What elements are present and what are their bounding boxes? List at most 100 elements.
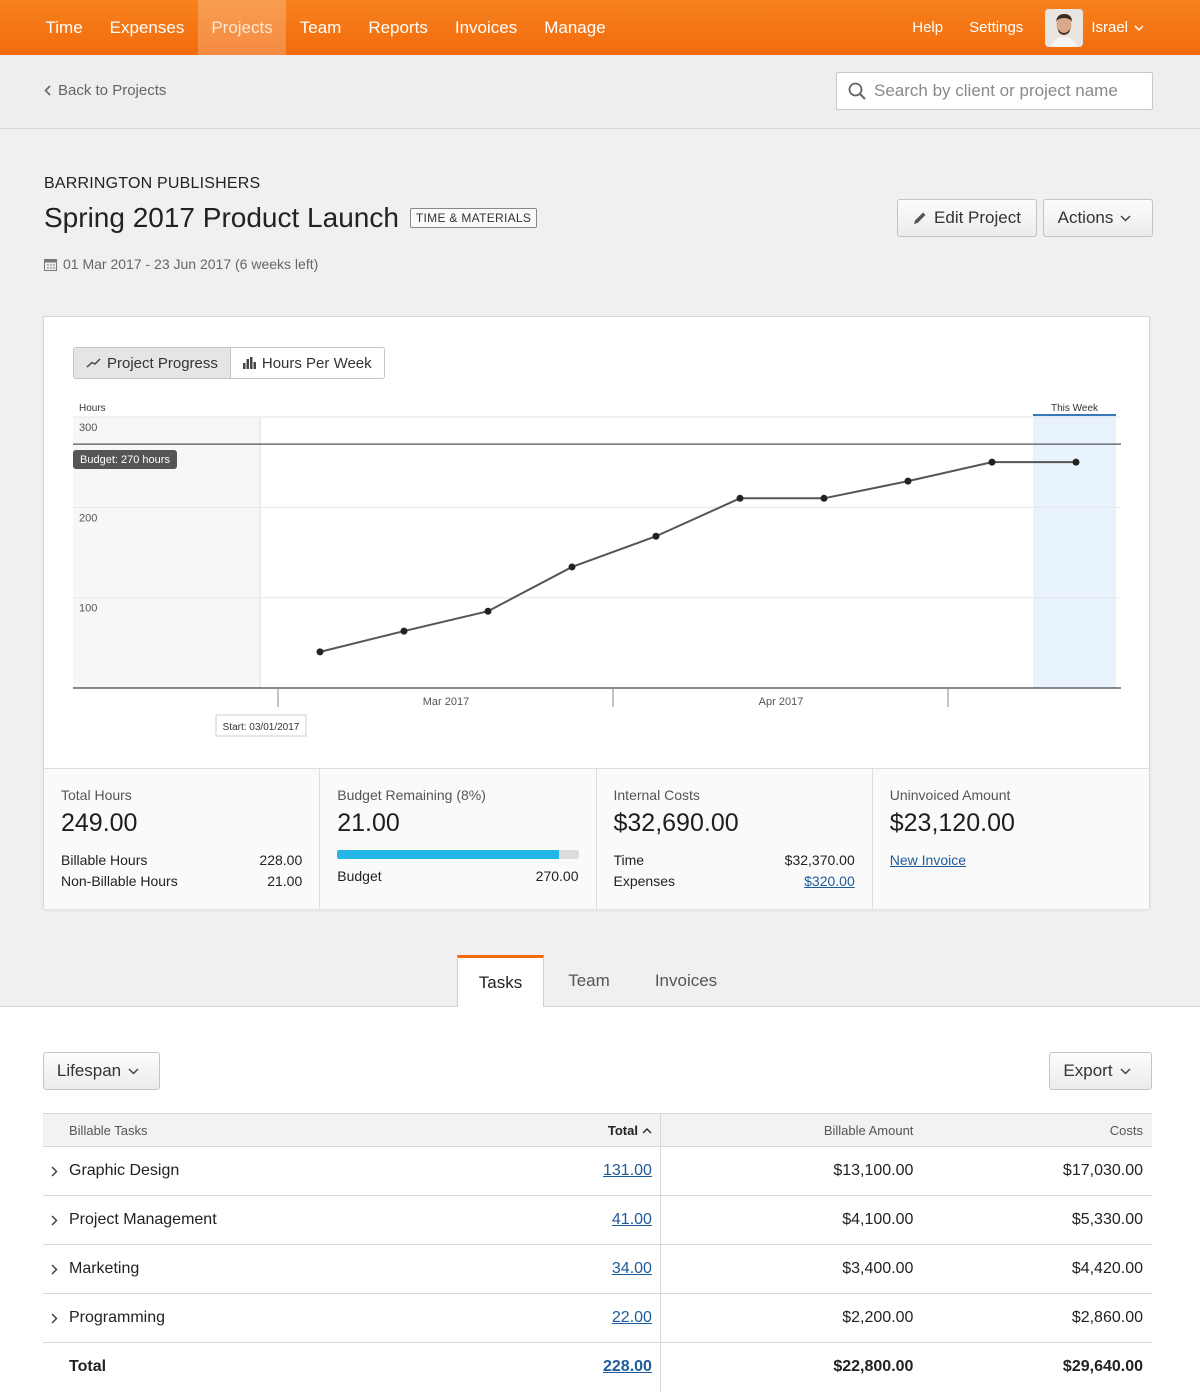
- budget-remaining-value: 21.00: [337, 809, 400, 837]
- actions-button[interactable]: Actions: [1043, 199, 1153, 237]
- user-menu[interactable]: Israel: [1045, 8, 1144, 47]
- budget-progress-fill: [337, 850, 560, 859]
- table-row[interactable]: Programming 22.00 $2,200.00 $2,860.00: [43, 1293, 1152, 1343]
- billable-hours-label: Billable Hours: [61, 852, 148, 868]
- budget-value: 270.00: [535, 868, 579, 884]
- data-point: [484, 607, 492, 615]
- chevron-right-icon[interactable]: [51, 1263, 58, 1275]
- time-cost-value: $32,370.00: [784, 852, 855, 868]
- x-tick-label: Apr 2017: [759, 696, 804, 708]
- lifespan-label: Lifespan: [56, 1061, 122, 1080]
- nav-secondary: Help Settings Israel: [899, 0, 1200, 55]
- progress-line: [319, 461, 1076, 653]
- actions-label: Actions: [1057, 208, 1114, 227]
- user-name: Israel: [1091, 19, 1128, 36]
- uninvoiced-label: Uninvoiced Amount: [889, 787, 1011, 803]
- nav-invoices[interactable]: Invoices: [454, 17, 518, 37]
- project-type-badge: TIME & MATERIALS: [409, 208, 538, 228]
- y-tick-label: 300: [79, 422, 97, 434]
- budget-progress-bar: [337, 850, 579, 859]
- nav-manage[interactable]: Manage: [544, 17, 606, 37]
- avatar: [1045, 8, 1084, 47]
- total-billable-amount: $22,800.00: [833, 1358, 914, 1376]
- chevron-right-icon[interactable]: [51, 1214, 58, 1226]
- this-week-highlight: [1033, 415, 1116, 688]
- nonbillable-hours-label: Non-Billable Hours: [61, 873, 178, 889]
- billable-tasks-table: Billable Tasks Total Billable Amount Cos…: [43, 1113, 1152, 1392]
- chevron-right-icon[interactable]: [51, 1312, 58, 1324]
- time-cost-row: Time $32,370.00: [614, 850, 855, 871]
- bar-chart-icon: [242, 357, 256, 369]
- expenses-cost-row: Expenses $320.00: [614, 871, 855, 892]
- project-progress-toggle[interactable]: Project Progress: [74, 348, 231, 378]
- search-icon: [848, 82, 866, 100]
- new-invoice-row: New Invoice: [890, 850, 1132, 871]
- search-input[interactable]: [874, 81, 1144, 101]
- billable-hours-row: Billable Hours 228.00: [61, 850, 302, 871]
- start-label-box: [215, 714, 307, 737]
- edit-project-button[interactable]: Edit Project: [897, 199, 1037, 237]
- nav-time[interactable]: Time: [45, 17, 83, 37]
- y-tick-label: 100: [79, 603, 97, 615]
- task-name: Marketing: [51, 1260, 603, 1278]
- table-header-row: Billable Tasks Total Billable Amount Cos…: [43, 1113, 1152, 1147]
- nav-reports[interactable]: Reports: [368, 17, 428, 37]
- uninvoiced-value: $23,120.00: [889, 809, 1015, 837]
- pencil-icon: [914, 212, 926, 224]
- task-name: Graphic Design: [51, 1162, 603, 1180]
- task-name-label: Project Management: [69, 1211, 217, 1228]
- sort-ascending-icon: [642, 1128, 652, 1134]
- task-costs: $2,860.00: [919, 1293, 1152, 1343]
- task-total-link[interactable]: 34.00: [611, 1260, 652, 1277]
- header-billable-tasks[interactable]: Billable Tasks: [43, 1113, 603, 1147]
- nav-main: Time Expenses Projects Team Reports Invo…: [0, 0, 619, 55]
- task-name: Programming: [51, 1309, 603, 1327]
- tasks-panel: Lifespan Export Billable Tasks Total Bil…: [0, 1007, 1200, 1400]
- project-progress-card: This Week 100 200 300 Hours Budget: 270 hours…: [43, 316, 1150, 909]
- task-billable-amount: $4,100.00: [660, 1195, 920, 1245]
- header-costs[interactable]: Costs: [919, 1113, 1152, 1147]
- header-billable-amount[interactable]: Billable Amount: [660, 1113, 920, 1147]
- data-point: [316, 648, 324, 656]
- table-row[interactable]: Marketing 34.00 $3,400.00 $4,420.00: [43, 1244, 1152, 1294]
- table-row[interactable]: Graphic Design 131.00 $13,100.00 $17,030…: [43, 1146, 1152, 1196]
- nav-projects[interactable]: Projects: [197, 0, 287, 55]
- chevron-down-icon: [1120, 214, 1131, 222]
- back-label: Back to Projects: [58, 82, 167, 99]
- chart-toggle: Project Progress Hours Per Week: [73, 347, 385, 379]
- task-total-link[interactable]: 131.00: [603, 1162, 652, 1179]
- nav-settings[interactable]: Settings: [969, 19, 1024, 36]
- task-name: Project Management: [51, 1211, 603, 1229]
- budget-label-box: [73, 450, 177, 469]
- start-label: Start: 03/01/2017: [223, 722, 300, 733]
- search-box: [836, 72, 1153, 110]
- project-dates: 01 Mar 2017 - 23 Jun 2017 (6 weeks left): [44, 256, 318, 272]
- task-billable-amount: $2,200.00: [660, 1293, 920, 1343]
- chevron-right-icon[interactable]: [51, 1165, 58, 1177]
- data-point: [568, 563, 576, 571]
- expenses-cost-link[interactable]: $320.00: [804, 873, 855, 889]
- y-axis-title: Hours: [79, 403, 106, 414]
- nav-team[interactable]: Team: [299, 17, 342, 37]
- nav-help[interactable]: Help: [912, 19, 944, 36]
- back-to-projects-link[interactable]: Back to Projects: [44, 82, 166, 99]
- table-row[interactable]: Project Management 41.00 $4,100.00 $5,33…: [43, 1195, 1152, 1245]
- tab-team[interactable]: Team: [568, 971, 610, 990]
- total-hours-link[interactable]: 228.00: [603, 1358, 652, 1376]
- task-total-link[interactable]: 41.00: [611, 1211, 652, 1228]
- task-billable-amount: $3,400.00: [660, 1244, 920, 1294]
- hours-per-week-toggle[interactable]: Hours Per Week: [230, 348, 384, 378]
- task-costs: $5,330.00: [919, 1195, 1152, 1245]
- header-total-label: Total: [607, 1122, 638, 1138]
- lifespan-dropdown[interactable]: Lifespan: [43, 1052, 160, 1090]
- export-dropdown[interactable]: Export: [1049, 1052, 1152, 1090]
- tab-invoices[interactable]: Invoices: [654, 971, 718, 990]
- task-total-link[interactable]: 22.00: [611, 1309, 652, 1326]
- data-point: [820, 494, 828, 502]
- header-total[interactable]: Total: [603, 1113, 661, 1147]
- nav-expenses[interactable]: Expenses: [109, 17, 185, 37]
- new-invoice-link[interactable]: New Invoice: [889, 852, 967, 868]
- tab-tasks[interactable]: Tasks: [457, 955, 544, 1008]
- budget-label: Budget: 270 hours: [80, 454, 170, 466]
- page-title: Spring 2017 Product Launch: [44, 202, 399, 233]
